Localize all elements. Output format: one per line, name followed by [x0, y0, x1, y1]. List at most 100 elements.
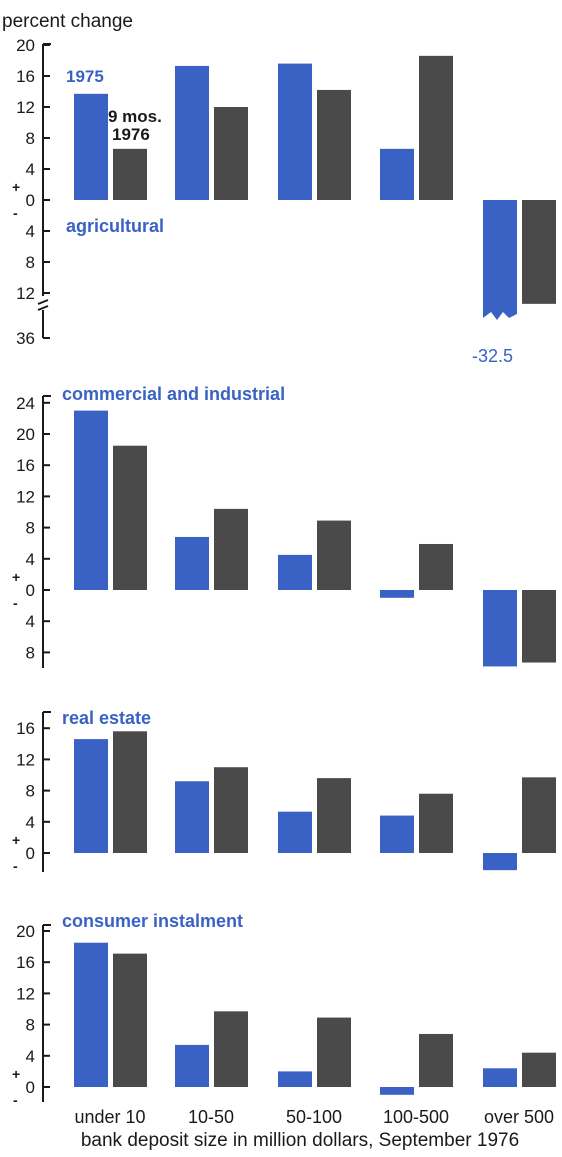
bar-1975-under-10: [74, 410, 108, 590]
annotation-value: -32.5: [472, 346, 513, 366]
bar-break-mark: [483, 312, 517, 326]
bar-1975-100-500: [380, 148, 414, 200]
x-tick-label: 10-50: [188, 1107, 234, 1127]
minus-sign: -: [13, 1092, 18, 1108]
bar-9-mos-1976-over-500: [522, 200, 556, 304]
y-tick-label: 16: [16, 456, 35, 475]
bar-1975-over-500: [483, 853, 517, 871]
minus-sign: -: [13, 595, 18, 611]
plus-sign: +: [12, 1066, 20, 1082]
y-tick-label: 8: [26, 782, 35, 801]
bar-1975-50-100: [278, 63, 312, 200]
y-tick-label: 0: [26, 844, 35, 863]
panel-title: agricultural: [66, 216, 164, 236]
bar-1975-under-10: [74, 942, 108, 1087]
bar-9-mos-1976-10-50: [214, 508, 248, 590]
bar-1975-50-100: [278, 1071, 312, 1087]
bar-9-mos-1976-under-10: [113, 445, 147, 590]
y-tick-label: 8: [26, 643, 35, 662]
bar-9-mos-1976-over-500: [522, 1052, 556, 1087]
minus-sign: -: [13, 858, 18, 874]
legend-1975: 1975: [66, 67, 104, 86]
y-tick-label: 4: [26, 1047, 35, 1066]
bar-1975-100-500: [380, 815, 414, 853]
bar-1975-100-500: [380, 1087, 414, 1095]
y-tick-label: 8: [26, 129, 35, 148]
bar-1975-over-500: [483, 1068, 517, 1087]
bar-9-mos-1976-under-10: [113, 953, 147, 1087]
bar-9-mos-1976-100-500: [419, 1033, 453, 1087]
x-tick-label: 50-100: [286, 1107, 342, 1127]
y-tick-label: 12: [16, 98, 35, 117]
panel-real-estate: 16 12 8 4 0 + - real estate: [12, 708, 556, 874]
bar-9-mos-1976-50-100: [317, 1017, 351, 1087]
y-tick-label: 4: [26, 160, 35, 179]
bar-1975-under-10: [74, 93, 108, 200]
y-tick-label: 20: [16, 36, 35, 55]
y-tick-label: 8: [26, 1016, 35, 1035]
legend: 1975 9 mos.1976: [66, 67, 162, 144]
bar-9-mos-1976-50-100: [317, 89, 351, 200]
y-tick-label: 0: [26, 581, 35, 600]
y-tick-label: 4: [26, 550, 35, 569]
bar-1975-50-100: [278, 554, 312, 590]
y-tick-label: 0: [26, 1078, 35, 1097]
y-tick-label: 20: [16, 922, 35, 941]
x-tick-label: 100-500: [383, 1107, 449, 1127]
y-tick-label: 0: [26, 191, 35, 210]
y-tick-label: 16: [16, 953, 35, 972]
bar-1975-10-50: [175, 781, 209, 853]
panel-commercial-and-industrial: 24 20 16 12 8 4 0 4 8 + - commercial and industrial: [12, 384, 556, 668]
y-tick-label: 8: [26, 519, 35, 538]
y-tick-label: 12: [16, 487, 35, 506]
y-tick-label: 36: [16, 329, 35, 348]
plus-sign: +: [12, 832, 20, 848]
panel-title: commercial and industrial: [62, 384, 285, 404]
x-tick-label: over 500: [484, 1107, 554, 1127]
y-axis-title: percent change: [2, 11, 133, 32]
axis-break-mark: [37, 299, 49, 311]
bar-1975-under-10: [74, 739, 108, 853]
y-tick-label: 12: [16, 284, 35, 303]
y-tick-label: 24: [16, 394, 35, 413]
y-tick-label: 12: [16, 750, 35, 769]
bar-1975-50-100: [278, 811, 312, 853]
bar-9-mos-1976-under-10: [113, 731, 147, 853]
bar-1975-over-500: [483, 590, 517, 667]
bar-1975-10-50: [175, 536, 209, 590]
minus-sign: -: [13, 205, 18, 221]
bar-1975-over-500: [483, 200, 517, 322]
bar-9-mos-1976-50-100: [317, 778, 351, 853]
bar-1975-100-500: [380, 590, 414, 598]
bar-9-mos-1976-100-500: [419, 793, 453, 853]
bar-9-mos-1976-50-100: [317, 520, 351, 590]
x-axis-title: bank deposit size in million dollars, Se…: [81, 1130, 519, 1151]
bar-9-mos-1976-over-500: [522, 777, 556, 853]
panel-title: real estate: [62, 708, 151, 728]
bar-9-mos-1976-over-500: [522, 590, 556, 663]
legend-1976-line2: 1976: [112, 125, 150, 144]
plus-sign: +: [12, 179, 20, 195]
bar-9-mos-1976-100-500: [419, 543, 453, 590]
bar-1975-10-50: [175, 65, 209, 200]
y-tick-label: 12: [16, 984, 35, 1003]
bar-1975-10-50: [175, 1044, 209, 1087]
y-tick-label: 8: [26, 253, 35, 272]
y-tick-label: 4: [26, 612, 35, 631]
y-tick-label: 16: [16, 719, 35, 738]
panel-agricultural: 20 16 12 8 4 0 4 8 12 + - 36 agricultural 1975 9 mos.1…: [12, 36, 556, 366]
panel-consumer-instalment: 20 16 12 8 4 0 + - consumer instalment under 10 10…: [12, 911, 556, 1127]
plus-sign: +: [12, 569, 20, 585]
bar-9-mos-1976-under-10: [113, 148, 147, 200]
x-tick-label: under 10: [74, 1107, 145, 1127]
bar-9-mos-1976-100-500: [419, 55, 453, 200]
y-tick-label: 20: [16, 425, 35, 444]
y-tick-label: 4: [26, 813, 35, 832]
legend-1976-line1: 9 mos.: [108, 107, 162, 126]
bar-9-mos-1976-10-50: [214, 767, 248, 853]
y-tick-label: 4: [26, 222, 35, 241]
bar-9-mos-1976-10-50: [214, 1011, 248, 1087]
